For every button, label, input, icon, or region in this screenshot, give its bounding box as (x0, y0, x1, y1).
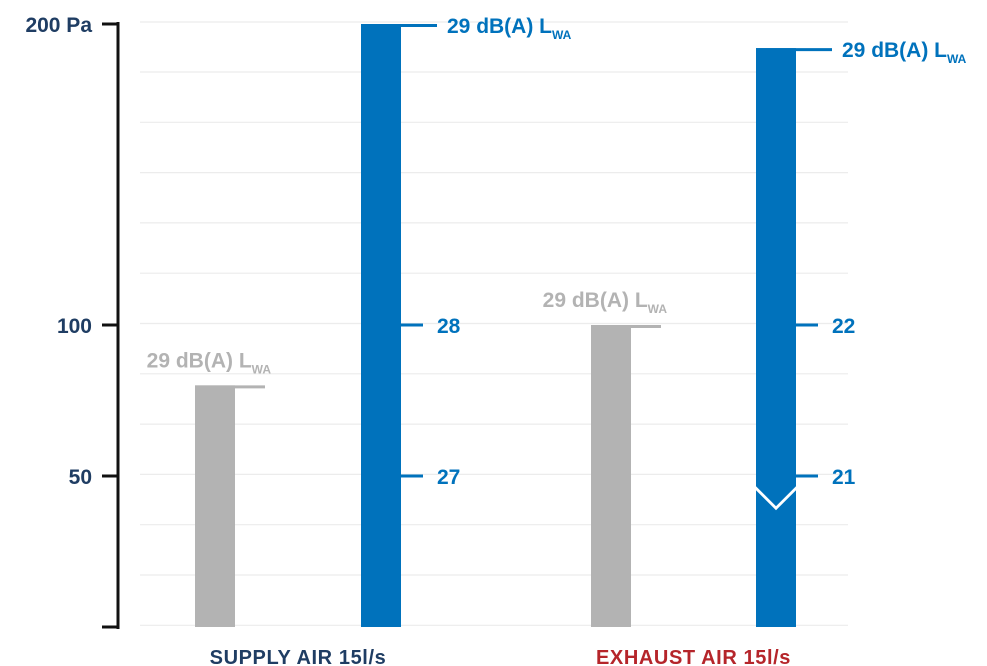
category-label: SUPPLY AIR 15l/s (210, 647, 387, 666)
grey-bar-group-0: 29 dB(A) LWA (147, 349, 272, 627)
blue-bar-sound-label: 29 dB(A) LWA (842, 39, 967, 66)
blue-bar (756, 48, 796, 627)
y-tick-label: 100 (57, 315, 92, 338)
blue-bar-group-0: 29 dB(A) LWA 28 27 (361, 15, 572, 627)
bar-scale-label: 28 (437, 315, 461, 338)
bar-scale-label: 22 (832, 315, 855, 338)
y-tick-label: 200 Pa (25, 14, 92, 37)
gridlines (140, 21, 848, 626)
grey-bar-sound-label: 29 dB(A) LWA (543, 289, 668, 316)
grey-bar-sound-label: 29 dB(A) LWA (147, 349, 272, 376)
blue-bar-group-1: 29 dB(A) LWA 22 21 (756, 39, 967, 627)
y-tick-label: 50 (69, 466, 92, 489)
category-label: EXHAUST AIR 15l/s (596, 647, 791, 666)
grey-bar (591, 325, 631, 627)
bar-scale-label: 27 (437, 466, 460, 489)
blue-bar-sound-label: 29 dB(A) LWA (447, 15, 572, 42)
grey-bar (195, 385, 235, 627)
grey-bar-group-1: 29 dB(A) LWA (543, 289, 668, 627)
blue-bar (361, 24, 401, 627)
bar-scale-label: 21 (832, 466, 856, 489)
